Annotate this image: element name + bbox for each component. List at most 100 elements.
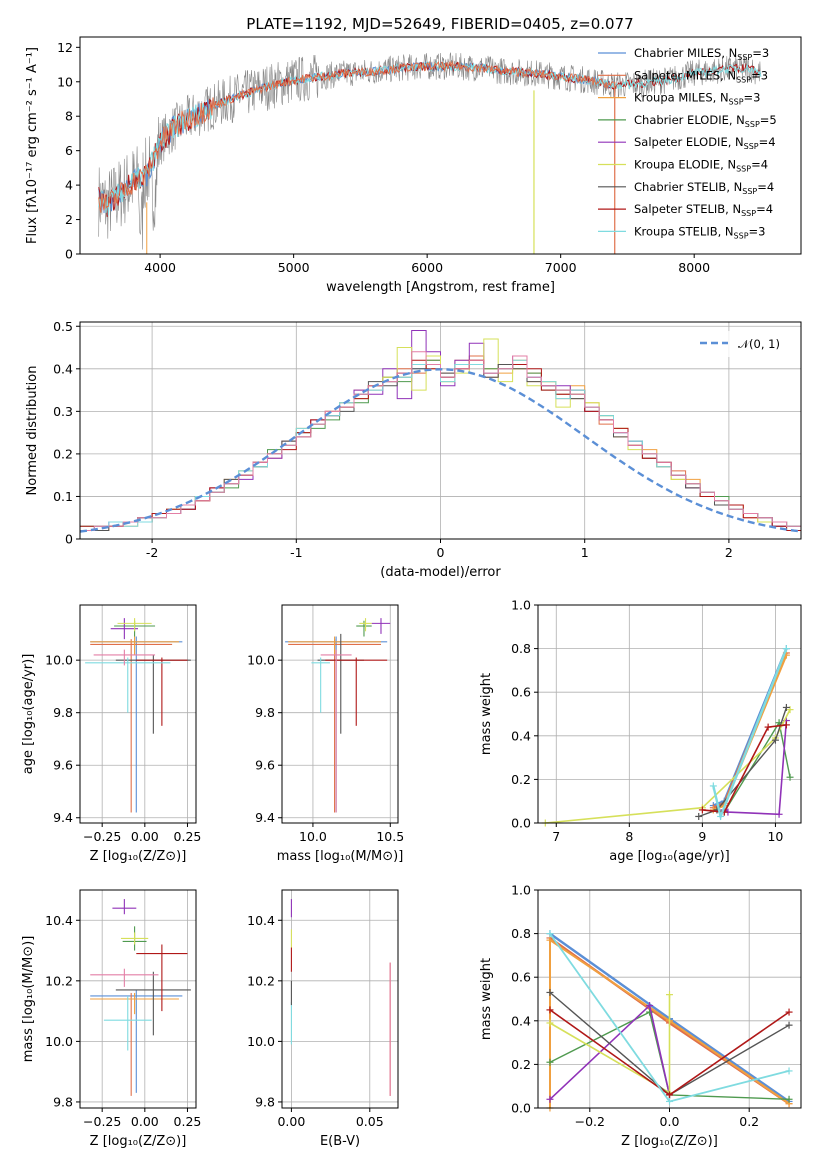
legend-entry: Chabrier ELODIE, NSSP=5 [634, 113, 777, 129]
error-bar-point [112, 899, 137, 915]
legend-entry: Chabrier MILES, NSSP=3 [634, 46, 769, 62]
error-bar-point [371, 618, 391, 634]
x-tick-label: 10.5 [376, 829, 404, 844]
x-tick-label: 0.0 [660, 1114, 680, 1129]
x-axis-label: E(B-V) [320, 1134, 360, 1149]
x-tick-label: 9 [698, 829, 706, 844]
y-tick-label: 0.6 [511, 685, 531, 700]
age-vs-mass-plot: 10.0 10.5 9.4 9.6 9.8 10.0 mass [log₁₀(M/M⊙)] [247, 604, 404, 864]
legend-entry: Kroupa ELODIE, NSSP=4 [634, 158, 768, 174]
y-axis-label: mass weight [479, 958, 494, 1040]
y-tick-label: 12 [57, 40, 73, 55]
error-bar-point [320, 649, 352, 813]
error-bar-point [93, 649, 156, 666]
x-axis-label: wavelength [Angstrom, rest frame] [326, 280, 555, 295]
spectrum-plot: 4000 5000 6000 7000 8000 0 2 4 6 8 10 12 wavelength … [25, 36, 802, 295]
x-tick-label: 0 [437, 545, 445, 560]
x-axis-label: age [log₁₀(age/yr)] [609, 849, 730, 864]
legend-suffix: =4 [757, 180, 774, 194]
weight-series-line [723, 720, 788, 816]
legend-label: Chabrier MILES, N [634, 46, 737, 60]
legend-label: Salpeter ELODIE, N [634, 135, 744, 149]
y-axis-label: age [log₁₀(age/yr)] [21, 654, 36, 775]
x-axis-label: Z [log₁₀(Z/Z⊙)] [90, 1134, 187, 1149]
legend-sub: SSP [742, 187, 757, 196]
y-tick-label: 9.8 [53, 705, 73, 720]
y-tick-label: 0.2 [511, 1057, 531, 1072]
legend-suffix: =3 [749, 224, 766, 238]
axes-frame [79, 36, 802, 255]
legend-entry: Salpeter MILES, NSSP=3 [634, 68, 768, 84]
weight-vs-age-plot: 7 8 9 10 0.0 0.2 0.4 0.6 0.8 1.0 age [log₁₀(age/yr… [479, 598, 802, 864]
y-tick-label: 10.0 [45, 1034, 73, 1049]
y-tick-label: 9.6 [53, 758, 73, 773]
legend-suffix: =5 [760, 113, 777, 127]
error-bar-point [90, 989, 183, 1093]
error-bar-point [103, 995, 152, 1051]
x-tick-label: −0.25 [83, 829, 121, 844]
legend-label: Salpeter STELIB, N [634, 202, 741, 216]
x-tick-label: 10 [767, 829, 783, 844]
y-tick-label: 0.8 [511, 926, 531, 941]
spectrum-data-line [98, 52, 762, 250]
y-tick-label: 9.4 [255, 810, 275, 825]
spectrum-model-line [98, 60, 614, 213]
legend-entry: Kroupa STELIB, NSSP=3 [634, 224, 765, 240]
x-tick-label: 10.0 [299, 829, 327, 844]
x-tick-label: 8000 [678, 260, 710, 275]
residuals-plot: -2 -1 0 1 2 0 0.1 0.2 0.3 0.4 0.5 (data-model)/erro… [25, 319, 802, 580]
axes-frame [79, 604, 197, 824]
x-axis-label: Z [log₁₀(Z/Z⊙)] [621, 1134, 718, 1149]
error-bar-point [115, 654, 191, 734]
y-tick-label: 0.4 [511, 728, 531, 743]
error-bar-point [117, 618, 152, 632]
legend-label: Chabrier STELIB, N [634, 180, 742, 194]
y-tick-label: 10.2 [247, 973, 275, 988]
y-tick-label: 0.6 [511, 970, 531, 985]
histogram-step [80, 351, 801, 539]
y-tick-label: 2 [65, 212, 73, 227]
axes-frame [537, 604, 802, 824]
age-vs-z-plot: −0.25 0.00 0.25 9.4 9.6 9.8 10.0 Z [log₁₀(Z/Z⊙)… [21, 604, 201, 864]
x-tick-label: 0.2 [739, 1114, 759, 1129]
x-axis-label: mass [log₁₀(M/M⊙)] [277, 849, 404, 864]
y-tick-label: 0.2 [53, 446, 73, 461]
spectrum-title: PLATE=1192, MJD=52649, FIBERID=0405, z=0… [246, 15, 633, 33]
error-bar-point [90, 639, 173, 813]
legend-entry: Chabrier STELIB, NSSP=4 [634, 180, 774, 196]
legend-suffix: =4 [751, 158, 768, 172]
normal-curve [80, 368, 801, 533]
error-bar-point [288, 636, 381, 655]
y-tick-label: 10.4 [45, 913, 73, 928]
x-tick-label: 0.00 [131, 829, 159, 844]
legend-sub: SSP [734, 231, 749, 240]
x-tick-label: 5000 [278, 260, 310, 275]
y-tick-label: 9.8 [255, 1094, 275, 1109]
legend-sub: SSP [744, 142, 759, 151]
error-bar-point [359, 618, 372, 632]
y-tick-label: 4 [65, 178, 73, 193]
y-tick-label: 9.8 [53, 1094, 73, 1109]
y-axis-label: mass weight [479, 673, 494, 755]
error-bar-point [311, 657, 330, 713]
legend-sub: SSP [741, 209, 756, 218]
error-bar-point [90, 992, 179, 1015]
legend-label: Kroupa MILES, N [634, 91, 729, 105]
x-tick-label: −0.2 [575, 1114, 605, 1129]
error-bar-point [288, 639, 381, 813]
y-tick-label: 9.8 [255, 705, 275, 720]
legend-box [693, 331, 795, 357]
x-axis-label: Z [log₁₀(Z/Z⊙)] [90, 849, 187, 864]
x-tick-label: 8 [625, 829, 633, 844]
x-tick-label: 0.05 [356, 1114, 384, 1129]
y-tick-label: 0.8 [511, 641, 531, 656]
axes-frame [537, 889, 802, 1109]
x-tick-label: 6000 [411, 260, 443, 275]
legend-sub: SSP [736, 75, 751, 84]
axes-frame [79, 321, 802, 540]
x-tick-label: 0.00 [277, 1114, 305, 1129]
error-bar-point [136, 657, 188, 726]
legend-label: Kroupa STELIB, N [634, 224, 734, 238]
x-axis-label: (data-model)/error [380, 565, 501, 580]
